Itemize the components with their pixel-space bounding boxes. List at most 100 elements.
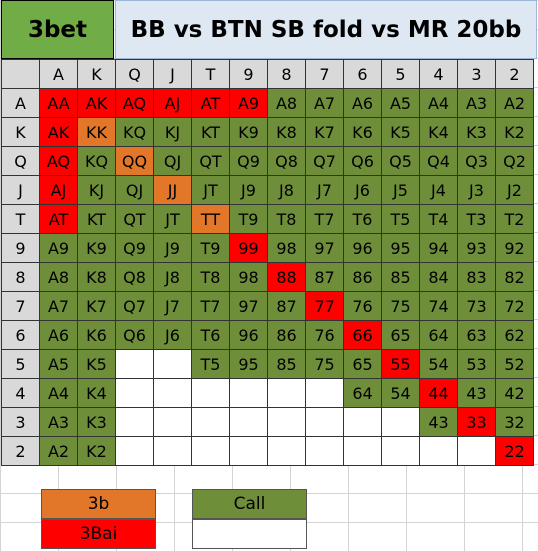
- hand-cell-k9: K9: [77, 233, 116, 263]
- empty-cell: [305, 407, 344, 437]
- hand-cell-54: 54: [381, 378, 420, 408]
- grid-row: J AJ KJ QJ JJ JT J9 J8 J7 J6 J5 J4 J3 J2: [1, 175, 534, 205]
- hand-cell-98: 98: [267, 233, 306, 263]
- hand-cell-j5: J5: [381, 175, 420, 205]
- hand-cell-94: 94: [419, 233, 458, 263]
- hand-cell-t8: T8: [267, 204, 306, 234]
- hand-cell-k6: K6: [77, 320, 116, 350]
- title-scenario: BB vs BTN SB fold vs MR 20bb: [115, 0, 537, 59]
- empty-cell: [153, 349, 192, 379]
- hand-cell-k4: K4: [419, 117, 458, 147]
- hand-cell-65: 65: [343, 349, 382, 379]
- empty-cell: [419, 436, 458, 466]
- hand-cell-jt: JT: [191, 175, 230, 205]
- grid-row: T AT KT QT JT TT T9 T8 T7 T6 T5 T4 T3 T2: [1, 204, 534, 234]
- empty-cell: [191, 407, 230, 437]
- hand-cell-t5: T5: [381, 204, 420, 234]
- grid-row: 3 A3 K3 43 33 32: [1, 407, 534, 437]
- hand-cell-tt: TT: [191, 204, 230, 234]
- column-header: 4: [419, 59, 458, 89]
- hand-cell-75: 75: [305, 349, 344, 379]
- row-header: 9: [1, 233, 40, 263]
- hand-cell-j7: J7: [305, 175, 344, 205]
- hand-cell-86: 86: [343, 262, 382, 292]
- hand-cell-aj: AJ: [153, 88, 192, 118]
- hand-cell-a6: A6: [343, 88, 382, 118]
- grid-row: 7 A7 K7 Q7 J7 T7 97 87 77 76 75 74 73 72: [1, 291, 534, 321]
- hand-cell-j6: J6: [153, 320, 192, 350]
- empty-cell: [381, 407, 420, 437]
- hand-cell-qt: QT: [115, 204, 154, 234]
- hand-cell-kt: KT: [77, 204, 116, 234]
- hand-cell-33: 33: [457, 407, 496, 437]
- empty-cell: [191, 436, 230, 466]
- hand-cell-t9: T9: [191, 233, 230, 263]
- hand-cell-q8: Q8: [267, 146, 306, 176]
- hand-cell-a3: A3: [39, 407, 78, 437]
- grid-row: 9 A9 K9 Q9 J9 T9 99 98 97 96 95 94 93 92: [1, 233, 534, 263]
- hand-cell-t8: T8: [191, 262, 230, 292]
- hand-cell-t3: T3: [457, 204, 496, 234]
- hand-cell-k7: K7: [77, 291, 116, 321]
- row-header: T: [1, 204, 40, 234]
- hand-cell-66: 66: [343, 320, 382, 350]
- empty-cell: [115, 407, 154, 437]
- column-header: 3: [457, 59, 496, 89]
- row-header: 2: [1, 436, 40, 466]
- hand-cell-k4: K4: [77, 378, 116, 408]
- row-header: 4: [1, 378, 40, 408]
- hand-cell-j9: J9: [229, 175, 268, 205]
- hand-cell-k3: K3: [457, 117, 496, 147]
- grid-row: 2 A2 K2 22: [1, 436, 534, 466]
- hand-cell-j8: J8: [153, 262, 192, 292]
- column-header: A: [39, 59, 78, 89]
- hand-cell-j4: J4: [419, 175, 458, 205]
- empty-cell: [343, 436, 382, 466]
- grid-row: 4 A4 K4 64 54 44 43 42: [1, 378, 534, 408]
- empty-cell: [381, 436, 420, 466]
- hand-cell-a8: A8: [39, 262, 78, 292]
- column-header: 8: [267, 59, 306, 89]
- hand-cell-a5: A5: [39, 349, 78, 379]
- empty-cell: [267, 378, 306, 408]
- hand-cell-62: 62: [495, 320, 534, 350]
- hand-cell-a9: A9: [229, 88, 268, 118]
- hand-cell-ak: AK: [39, 117, 78, 147]
- hand-cell-a7: A7: [39, 291, 78, 321]
- hand-cell-t6: T6: [191, 320, 230, 350]
- hand-cell-qj: QJ: [115, 175, 154, 205]
- hand-cell-55: 55: [381, 349, 420, 379]
- hand-cell-j8: J8: [267, 175, 306, 205]
- empty-cell: [267, 407, 306, 437]
- hand-cell-98: 98: [229, 262, 268, 292]
- grid-row: 5 A5 K5 T5 95 85 75 65 55 54 53 52: [1, 349, 534, 379]
- empty-cell: [305, 378, 344, 408]
- hand-cell-63: 63: [457, 320, 496, 350]
- legend-3bai: 3Bai: [41, 519, 156, 549]
- hand-cell-t6: T6: [343, 204, 382, 234]
- hand-cell-kt: KT: [191, 117, 230, 147]
- hand-cell-a9: A9: [39, 233, 78, 263]
- hand-cell-kq: KQ: [77, 146, 116, 176]
- grid-row: A AA AK AQ AJ AT A9 A8 A7 A6 A5 A4 A3 A2: [1, 88, 534, 118]
- hand-cell-q7: Q7: [305, 146, 344, 176]
- hand-cell-t4: T4: [419, 204, 458, 234]
- hand-cell-a6: A6: [39, 320, 78, 350]
- hand-cell-at: AT: [39, 204, 78, 234]
- hand-cell-a4: A4: [419, 88, 458, 118]
- row-header: K: [1, 117, 40, 147]
- hand-cell-86: 86: [267, 320, 306, 350]
- empty-cell: [191, 378, 230, 408]
- hand-cell-q7: Q7: [115, 291, 154, 321]
- hand-cell-43: 43: [457, 378, 496, 408]
- hand-cell-22: 22: [495, 436, 534, 466]
- hand-cell-53: 53: [457, 349, 496, 379]
- hand-cell-qt: QT: [191, 146, 230, 176]
- empty-cell: [115, 436, 154, 466]
- row-header: 3: [1, 407, 40, 437]
- empty-cell: [153, 436, 192, 466]
- legend-call: Call: [192, 489, 307, 519]
- hand-cell-73: 73: [457, 291, 496, 321]
- hand-cell-96: 96: [343, 233, 382, 263]
- hand-cell-jt: JT: [153, 204, 192, 234]
